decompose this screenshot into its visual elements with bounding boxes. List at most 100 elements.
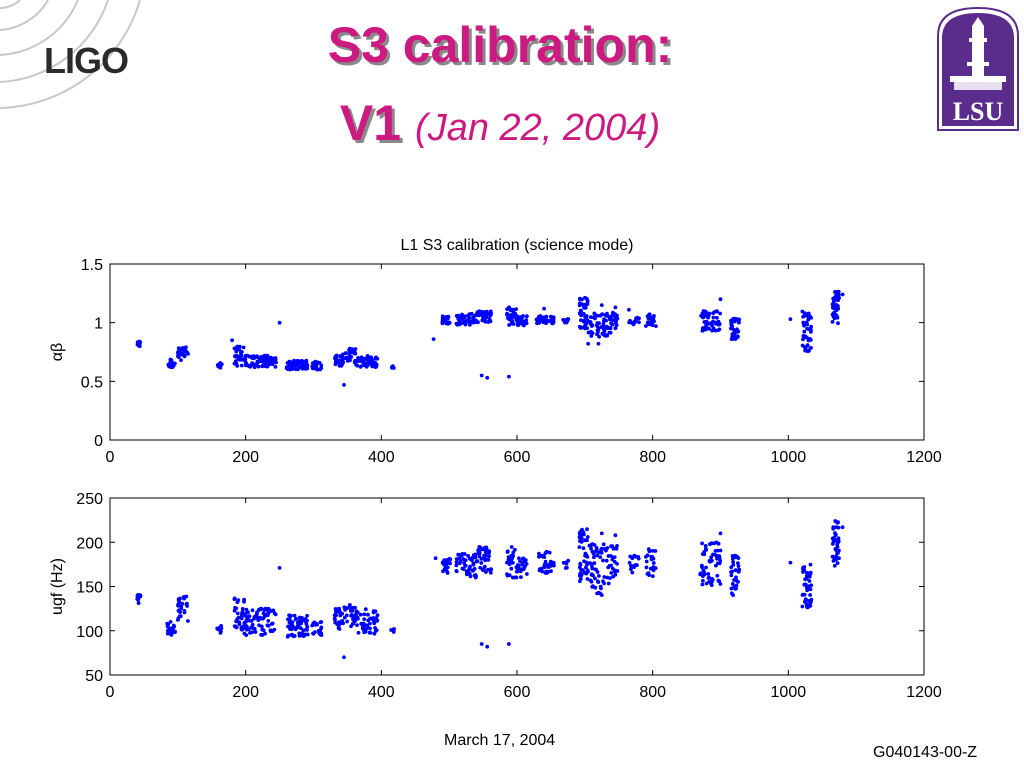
data-point (733, 555, 738, 560)
y-tick-label: 1 (94, 316, 103, 333)
data-point (840, 292, 845, 297)
data-point (356, 359, 360, 363)
data-point (536, 316, 541, 321)
data-point (476, 551, 481, 556)
data-point (650, 574, 655, 579)
data-point (788, 560, 793, 565)
data-point (348, 358, 352, 363)
data-point (215, 626, 220, 631)
data-point (805, 326, 809, 331)
data-point (259, 624, 264, 629)
data-point (480, 547, 485, 552)
data-point (805, 605, 810, 610)
data-point (359, 621, 364, 626)
data-point (585, 527, 589, 532)
data-point (479, 561, 484, 565)
data-point (585, 299, 590, 303)
x-tick-label: 600 (504, 449, 531, 466)
data-point (166, 622, 171, 627)
data-point (510, 319, 515, 324)
data-point (261, 358, 265, 363)
data-point (310, 366, 315, 371)
data-point (263, 606, 268, 611)
data-point (586, 341, 591, 346)
data-point (505, 550, 510, 554)
data-point (535, 320, 540, 325)
data-point (519, 575, 523, 579)
data-point (375, 619, 379, 623)
data-point (698, 571, 703, 576)
data-point (485, 375, 490, 380)
calibration-figure: L1 S3 calibration (science mode) 0 200 400 6… (49, 237, 942, 701)
data-point (270, 629, 275, 633)
data-point (257, 608, 261, 612)
data-point (467, 572, 472, 577)
data-point (736, 580, 740, 584)
data-point (599, 593, 604, 597)
data-point (610, 557, 615, 562)
data-point (598, 555, 603, 559)
data-point (704, 323, 708, 328)
data-point (304, 627, 308, 632)
data-point (440, 321, 445, 326)
data-point (563, 561, 568, 565)
data-point (834, 294, 839, 299)
data-point (507, 561, 512, 565)
data-point (290, 623, 295, 628)
data-point (338, 613, 343, 618)
lsu-logo: LSU (937, 6, 1019, 131)
data-point (233, 605, 238, 610)
data-point (833, 557, 838, 562)
data-point (609, 571, 614, 575)
data-point (169, 631, 174, 635)
data-point (708, 559, 712, 564)
data-point (138, 340, 143, 345)
data-point (305, 618, 309, 623)
data-point (584, 565, 588, 570)
data-point (585, 535, 590, 539)
data-point (809, 583, 814, 588)
data-point (242, 612, 247, 616)
data-point (305, 632, 310, 637)
data-point (177, 608, 182, 612)
x-tick-label: 200 (232, 684, 259, 701)
data-point (446, 314, 451, 319)
x-tick-label: 1000 (771, 684, 807, 701)
data-point (347, 604, 352, 609)
x-tick-label: 200 (232, 449, 259, 466)
x-tick-label: 1200 (906, 449, 942, 466)
data-point (800, 604, 805, 609)
data-point (304, 622, 309, 626)
data-point (614, 323, 619, 327)
x-tick-label: 400 (368, 449, 395, 466)
data-point (516, 563, 521, 568)
data-point (348, 609, 353, 613)
data-point (473, 575, 478, 580)
data-point (647, 548, 652, 553)
data-point (342, 655, 346, 660)
data-point (487, 549, 492, 554)
data-point (832, 539, 837, 543)
data-point (475, 559, 480, 564)
data-point (514, 307, 518, 311)
data-point (606, 581, 611, 586)
data-point (356, 630, 361, 635)
data-point (837, 548, 841, 553)
data-point (542, 306, 546, 311)
data-point (479, 557, 484, 561)
x-tick-label: 400 (368, 684, 395, 701)
data-point (579, 536, 584, 540)
data-point (362, 628, 366, 633)
data-point (304, 358, 309, 363)
data-point (368, 630, 373, 635)
data-point (352, 347, 357, 352)
data-point (831, 296, 836, 301)
data-point (373, 365, 378, 369)
data-point (538, 314, 543, 318)
data-point (646, 571, 651, 576)
data-point (239, 363, 244, 368)
data-point (601, 542, 606, 547)
data-markers (135, 519, 845, 660)
data-point (359, 355, 364, 360)
data-point (240, 627, 245, 632)
